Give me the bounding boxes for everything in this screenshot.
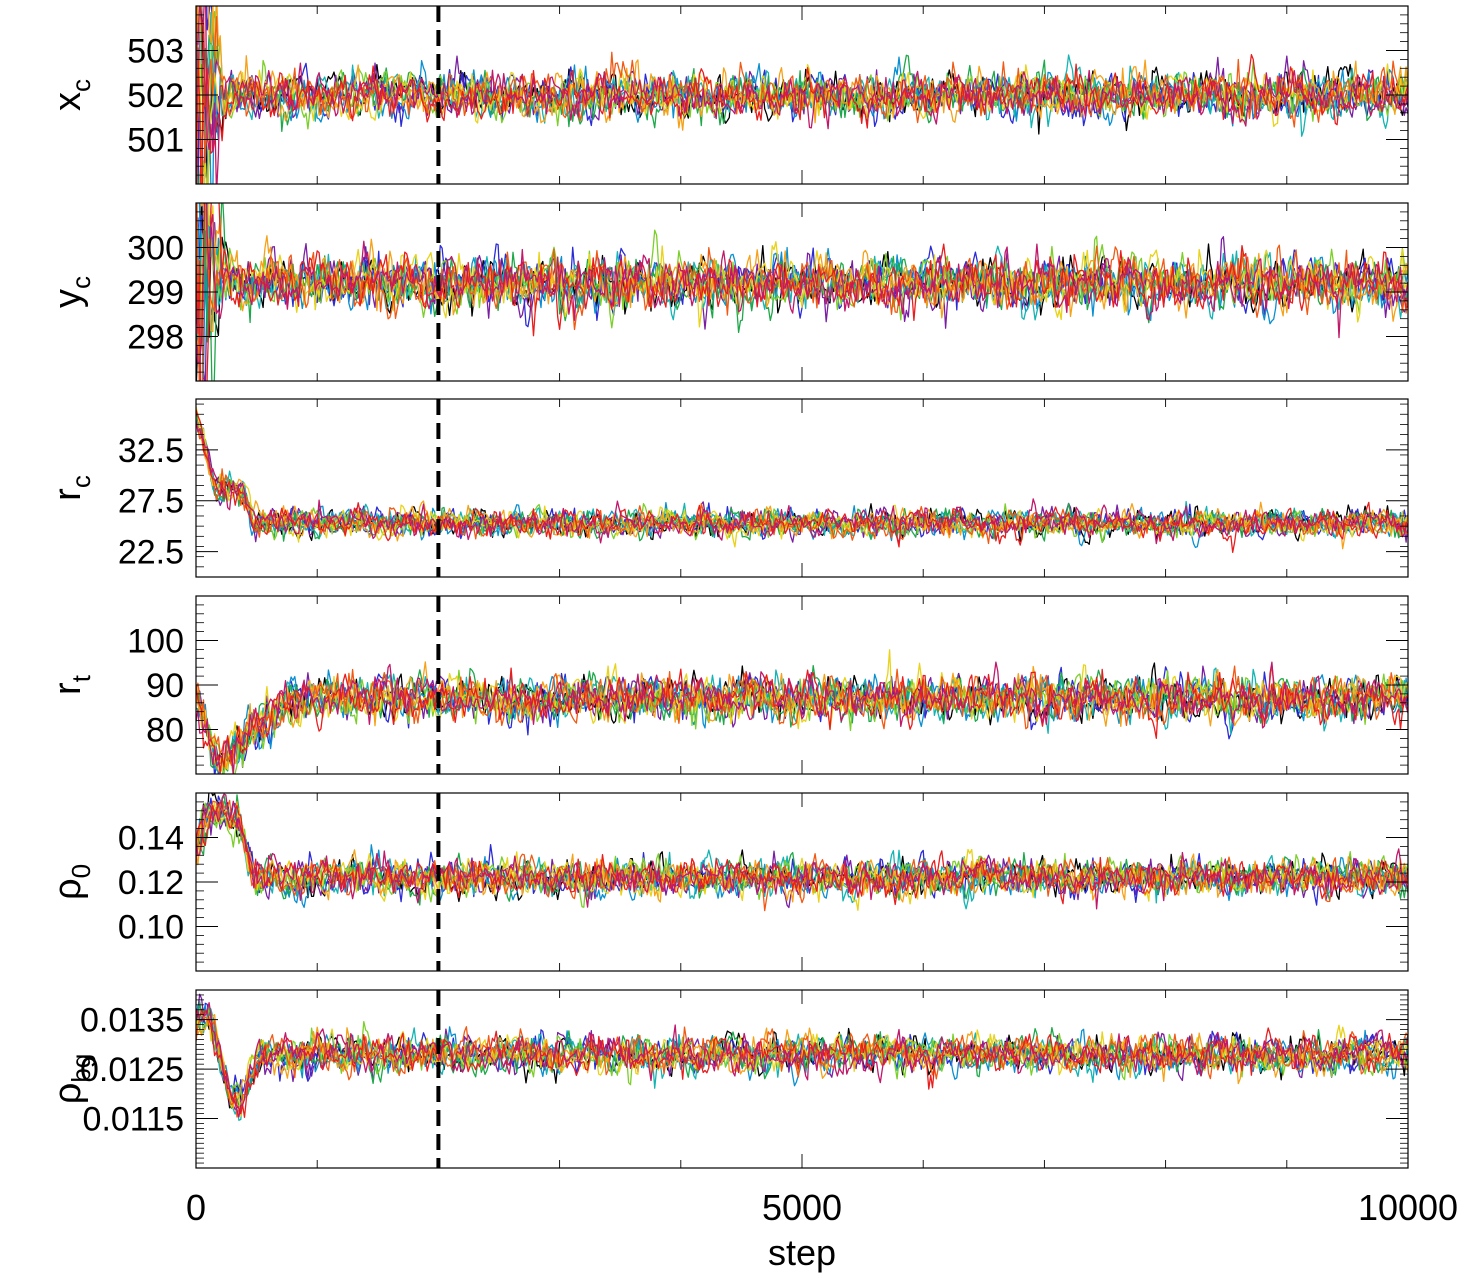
panel-1: 501 502 503 xc xyxy=(47,5,1409,185)
walker-trace xyxy=(196,421,1408,545)
walker-traces xyxy=(196,993,1408,1121)
panel-frame xyxy=(195,989,1409,1169)
walker-trace xyxy=(196,11,1408,184)
panel-2: 298 299 300 yc xyxy=(47,202,1409,382)
y-label-symbol: x xyxy=(47,92,89,111)
y-tick-label: 298 xyxy=(127,319,184,357)
x-tick-label: 5000 xyxy=(762,1187,842,1228)
y-tick-label: 32.5 xyxy=(118,432,184,470)
y-label-subscript: t xyxy=(66,674,96,682)
y-tick-label: 100 xyxy=(127,623,184,661)
x-tick-label: 10000 xyxy=(1358,1187,1458,1228)
walker-trace xyxy=(196,6,1408,184)
walker-traces xyxy=(196,203,1408,381)
y-label-symbol: r xyxy=(47,682,89,695)
walker-trace xyxy=(196,793,1408,910)
trace-panels: 501502503xc298299300yc22.527.532.5rc8090… xyxy=(47,5,1409,1169)
x-axis-label: step xyxy=(768,1232,836,1273)
y-axis-label: ρ0 xyxy=(47,864,96,900)
x-tick-label: 0 xyxy=(186,1187,206,1228)
panel-3: 22.5 27.5 32.5 rc xyxy=(47,398,1409,578)
walker-traces xyxy=(196,406,1408,554)
walker-trace xyxy=(198,10,1408,184)
walker-trace xyxy=(196,661,1408,774)
walker-traces xyxy=(196,793,1408,912)
y-tick-label: 503 xyxy=(127,33,184,71)
y-tick-label: 22.5 xyxy=(118,534,184,572)
y-label-subscript: c xyxy=(66,79,96,92)
y-tick-label: 0.0125 xyxy=(80,1051,184,1089)
y-axis-label: rt xyxy=(47,674,96,695)
y-label-subscript: c xyxy=(66,475,96,488)
y-tick-label: 80 xyxy=(146,712,184,750)
y-tick-label: 299 xyxy=(127,274,184,312)
y-label-subscript: bg xyxy=(66,1054,96,1083)
y-tick-label: 0.0135 xyxy=(80,1002,184,1040)
y-tick-label: 0.10 xyxy=(118,909,184,947)
walker-trace xyxy=(196,667,1408,774)
walker-trace xyxy=(196,420,1408,550)
panel-frame xyxy=(195,398,1409,578)
walker-traces xyxy=(196,649,1408,774)
y-axis-label: rc xyxy=(47,475,96,501)
y-label-symbol: ρ xyxy=(47,878,89,900)
x-axis: 0 5000 10000 xyxy=(186,1187,1458,1228)
panel-6: 0.0115 0.0125 0.0135 ρbg xyxy=(47,989,1409,1169)
walker-trace xyxy=(196,419,1408,545)
y-label-subscript: 0 xyxy=(66,864,96,878)
y-tick-label: 502 xyxy=(127,77,184,115)
walker-trace xyxy=(196,203,1408,364)
walker-trace xyxy=(196,661,1408,774)
y-label-symbol: ρ xyxy=(47,1083,89,1105)
walker-trace xyxy=(196,1002,1408,1118)
y-label-subscript: c xyxy=(66,276,96,289)
y-tick-label: 27.5 xyxy=(118,483,184,521)
walker-trace xyxy=(196,1007,1408,1103)
y-axis-label: xc xyxy=(47,79,96,111)
y-tick-label: 0.0115 xyxy=(83,1101,184,1139)
y-axis-label: ρbg xyxy=(47,1054,96,1105)
y-tick-label: 501 xyxy=(127,122,184,160)
walker-trace xyxy=(196,203,1408,354)
walker-traces xyxy=(196,6,1408,184)
walker-trace xyxy=(196,16,1408,184)
panel-5: 0.10 0.12 0.14 ρ0 xyxy=(47,792,1409,972)
panel-4: 80 90 100 rt xyxy=(47,595,1409,775)
y-label-symbol: y xyxy=(47,289,89,308)
y-tick-label: 300 xyxy=(127,230,184,268)
y-axis-label: yc xyxy=(47,276,96,308)
y-tick-label: 0.14 xyxy=(118,820,184,858)
walker-trace xyxy=(203,203,1408,329)
y-tick-label: 0.12 xyxy=(118,864,184,902)
y-label-symbol: r xyxy=(47,488,89,501)
y-tick-label: 90 xyxy=(146,667,184,705)
